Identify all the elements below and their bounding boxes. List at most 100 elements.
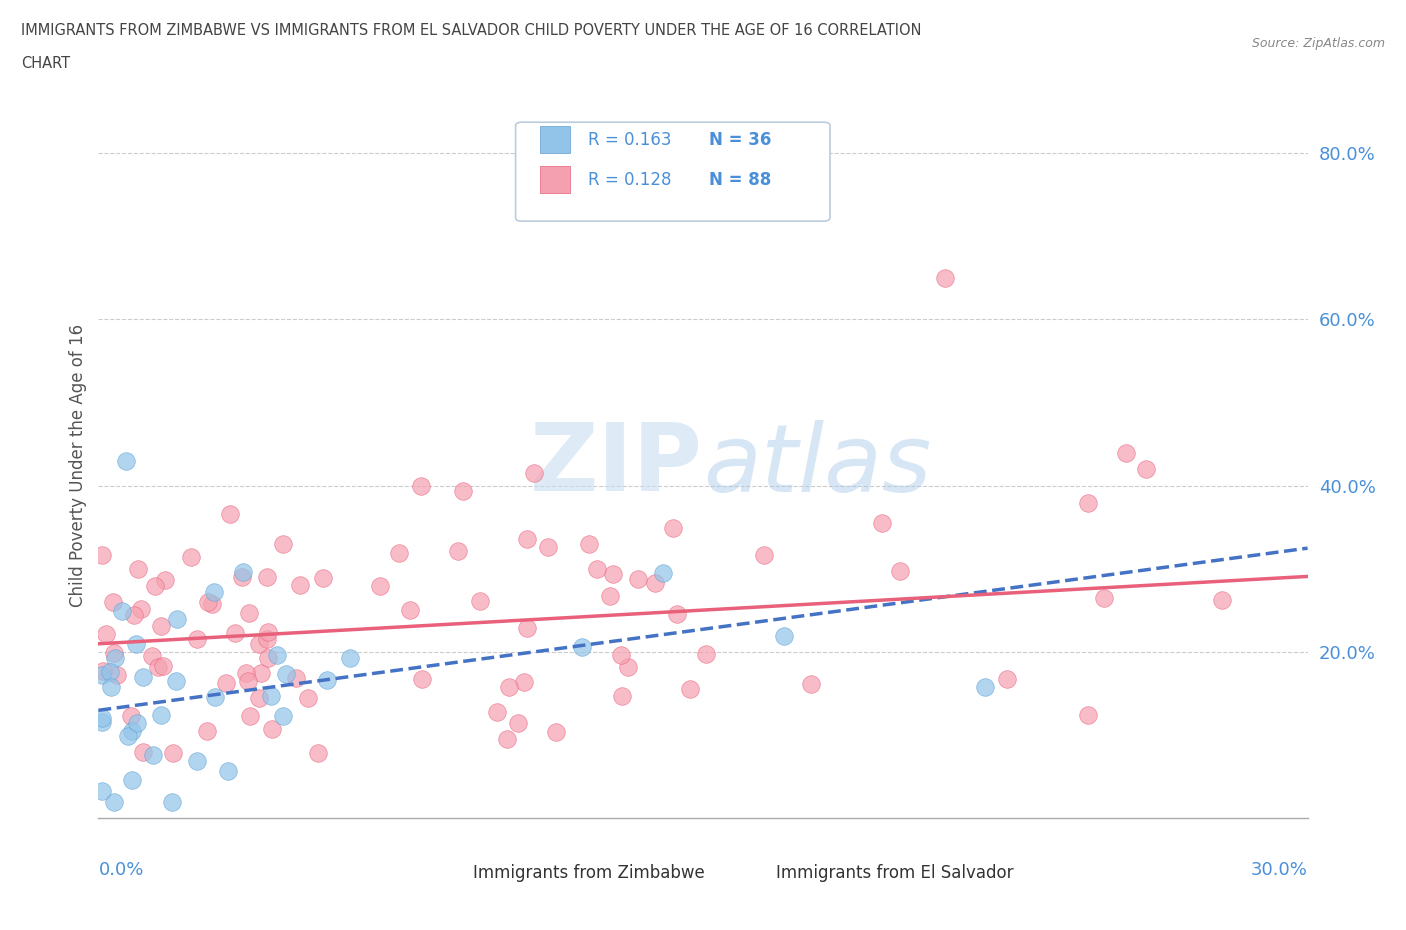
Point bbox=[121, 724, 143, 738]
Point bbox=[100, 680, 122, 695]
Point bbox=[152, 658, 174, 673]
Point bbox=[695, 646, 717, 661]
Point bbox=[285, 671, 308, 685]
Point bbox=[165, 673, 187, 688]
Point bbox=[256, 570, 278, 585]
Point bbox=[1077, 495, 1099, 510]
Point bbox=[155, 572, 177, 587]
Point bbox=[235, 666, 257, 681]
Point bbox=[610, 647, 633, 662]
Point bbox=[271, 709, 294, 724]
Text: ZIP: ZIP bbox=[530, 419, 703, 511]
Point bbox=[257, 624, 280, 639]
Point bbox=[105, 668, 128, 683]
Text: CHART: CHART bbox=[21, 56, 70, 71]
Point bbox=[94, 627, 117, 642]
Point bbox=[800, 676, 823, 691]
Point bbox=[91, 548, 114, 563]
Text: N = 36: N = 36 bbox=[709, 131, 772, 149]
Point bbox=[141, 649, 163, 664]
Point bbox=[578, 537, 600, 551]
Point bbox=[247, 690, 270, 705]
Point bbox=[91, 711, 114, 725]
Point bbox=[117, 728, 139, 743]
Point bbox=[266, 647, 288, 662]
Point bbox=[120, 709, 142, 724]
Point bbox=[125, 716, 148, 731]
Text: R = 0.128: R = 0.128 bbox=[588, 171, 672, 189]
Point bbox=[204, 585, 226, 600]
FancyBboxPatch shape bbox=[727, 865, 758, 881]
Point bbox=[585, 562, 607, 577]
Point bbox=[536, 539, 558, 554]
Text: 0.0%: 0.0% bbox=[98, 861, 143, 879]
Point bbox=[238, 605, 260, 620]
Point bbox=[271, 537, 294, 551]
Point bbox=[125, 636, 148, 651]
Point bbox=[544, 724, 567, 739]
Point bbox=[498, 680, 520, 695]
Text: R = 0.163: R = 0.163 bbox=[588, 131, 672, 149]
Point bbox=[215, 675, 238, 690]
Point bbox=[388, 545, 411, 560]
Point bbox=[508, 716, 530, 731]
Point bbox=[260, 722, 283, 737]
Point bbox=[166, 612, 188, 627]
Point bbox=[195, 724, 218, 738]
Point bbox=[91, 784, 114, 799]
Point bbox=[1211, 592, 1233, 607]
Point bbox=[513, 674, 536, 689]
Point bbox=[231, 569, 253, 584]
Text: atlas: atlas bbox=[703, 419, 931, 511]
Point bbox=[217, 764, 239, 778]
Point bbox=[312, 571, 335, 586]
Point bbox=[516, 620, 538, 635]
FancyBboxPatch shape bbox=[540, 126, 569, 153]
Point bbox=[307, 745, 329, 760]
Point bbox=[772, 628, 794, 643]
Point bbox=[247, 637, 270, 652]
Point bbox=[142, 748, 165, 763]
Point bbox=[617, 660, 640, 675]
Point bbox=[297, 690, 319, 705]
Point bbox=[1077, 708, 1099, 723]
Point bbox=[599, 589, 621, 604]
Point bbox=[239, 708, 262, 723]
Point bbox=[1115, 445, 1137, 460]
Point bbox=[250, 666, 273, 681]
Point bbox=[665, 606, 688, 621]
Point bbox=[129, 602, 152, 617]
Point bbox=[186, 754, 208, 769]
Point bbox=[934, 271, 956, 286]
Point bbox=[411, 671, 433, 686]
Point bbox=[1092, 591, 1115, 605]
Point bbox=[91, 714, 114, 729]
Point bbox=[218, 507, 240, 522]
Point bbox=[610, 689, 633, 704]
Point bbox=[232, 565, 254, 579]
Point bbox=[91, 663, 114, 678]
Point bbox=[104, 651, 127, 666]
Point bbox=[143, 578, 166, 593]
Point bbox=[451, 484, 474, 498]
Point bbox=[995, 671, 1018, 686]
Text: Source: ZipAtlas.com: Source: ZipAtlas.com bbox=[1251, 37, 1385, 50]
Point bbox=[889, 564, 911, 578]
Point bbox=[470, 593, 492, 608]
Point bbox=[110, 604, 132, 618]
Point bbox=[197, 594, 219, 609]
Point bbox=[201, 597, 224, 612]
Point bbox=[132, 745, 155, 760]
Point bbox=[127, 562, 149, 577]
Point bbox=[103, 794, 125, 809]
Point bbox=[602, 566, 624, 581]
FancyBboxPatch shape bbox=[425, 865, 456, 881]
Point bbox=[149, 618, 172, 633]
Point bbox=[256, 631, 278, 646]
Point bbox=[974, 680, 997, 695]
Point bbox=[523, 466, 546, 481]
Point bbox=[180, 550, 202, 565]
Point bbox=[288, 578, 311, 592]
Point bbox=[870, 515, 893, 530]
Point bbox=[160, 794, 183, 809]
